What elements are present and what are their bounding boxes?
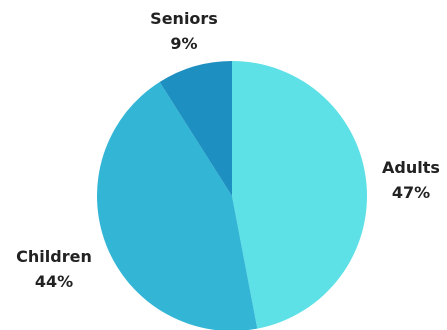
slice-label-seniors: Seniors — [150, 9, 218, 28]
slice-percent-seniors: 9% — [170, 34, 197, 53]
pie-slice-children — [97, 82, 258, 330]
slice-percent-children: 44% — [35, 272, 73, 291]
slice-label-children: Children — [16, 247, 92, 266]
pie-slices — [97, 61, 367, 330]
slice-label-adults: Adults — [382, 158, 440, 177]
pie-slice-seniors — [159, 61, 232, 196]
slice-percent-adults: 47% — [392, 183, 430, 202]
pie-slice-adults — [232, 61, 367, 329]
